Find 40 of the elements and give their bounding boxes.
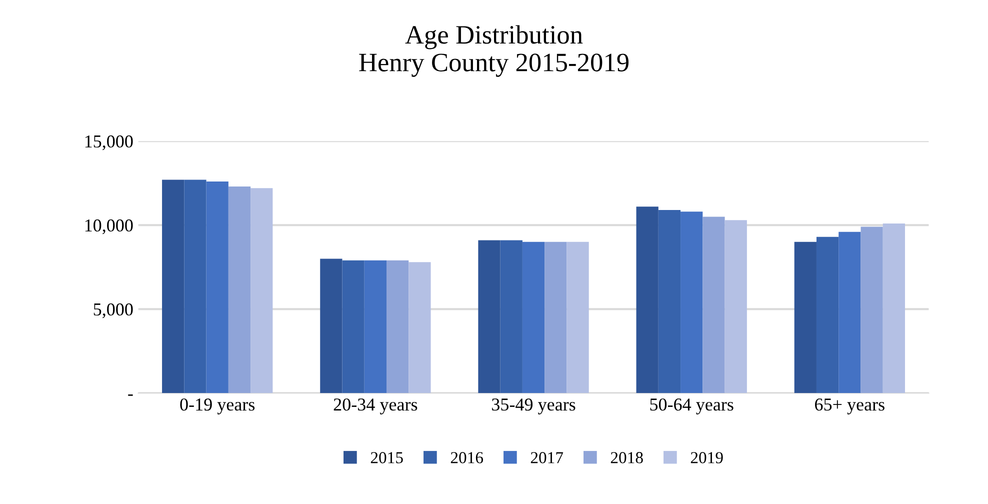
x-tick-label: 50-64 years <box>650 398 734 414</box>
y-tick-label: - <box>128 394 133 396</box>
legend-label: 2018 <box>610 452 643 464</box>
bar <box>794 242 816 394</box>
bar <box>680 212 703 394</box>
x-tick-label: 65+ years <box>815 398 884 414</box>
bar <box>320 258 342 394</box>
bar <box>636 206 658 394</box>
x-tick-label: 20-34 years <box>334 398 418 414</box>
y-tick-label: 10,000 <box>85 219 133 234</box>
bar <box>206 181 228 394</box>
bar <box>184 180 206 394</box>
bar <box>544 242 567 394</box>
bar <box>386 260 409 394</box>
x-tick-label: 35-49 years <box>492 398 576 414</box>
chart-title: Age Distribution Henry County 2015-2019 <box>359 25 629 77</box>
bar <box>408 262 431 394</box>
legend-label: 2016 <box>450 452 484 464</box>
bar <box>816 236 839 394</box>
legend-label: 2017 <box>530 452 564 464</box>
bar <box>342 260 364 394</box>
bar <box>500 240 522 394</box>
bar <box>702 216 725 394</box>
y-tick-label: 15,000 <box>85 135 133 150</box>
y-tick-label: 5,000 <box>94 303 133 318</box>
bar <box>566 242 589 394</box>
bar <box>882 223 906 394</box>
bar <box>228 186 251 394</box>
bar <box>838 232 861 394</box>
x-tick-label: 0-19 years <box>180 398 255 414</box>
bar <box>478 240 500 394</box>
bar <box>364 260 387 394</box>
bar <box>162 180 184 394</box>
bar <box>724 220 747 394</box>
bar <box>860 226 883 394</box>
bar <box>658 210 681 394</box>
bar <box>522 242 545 394</box>
legend-label: 2015 <box>370 452 403 464</box>
legend-label: 2019 <box>690 452 723 464</box>
bar <box>250 188 273 394</box>
